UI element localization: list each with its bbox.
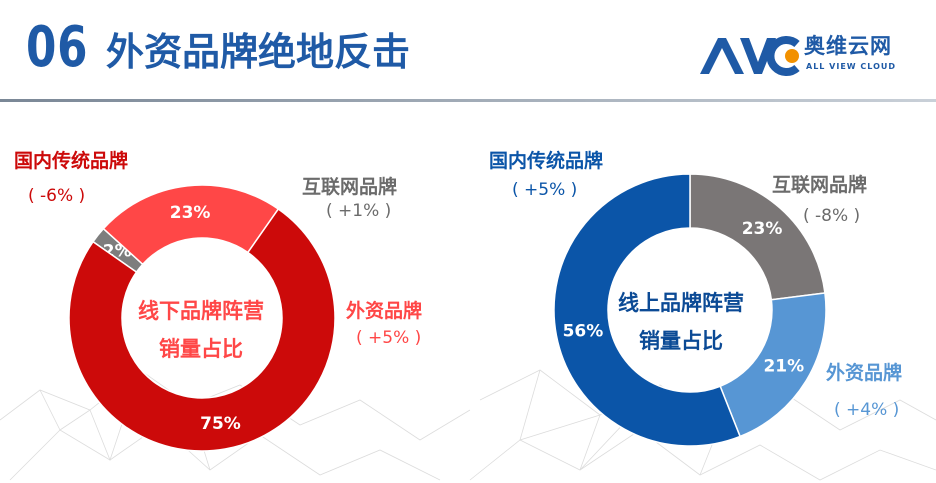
offline-internet-label: 互联网品牌 xyxy=(302,176,398,198)
online-domestic-change: ( +5% ) xyxy=(512,180,578,200)
offline-domestic-label: 国内传统品牌 xyxy=(14,150,129,172)
offline-internet-change: ( +1% ) xyxy=(326,201,392,221)
online-slice-0-value-label: 23% xyxy=(742,219,783,239)
online-slice-0 xyxy=(689,173,826,301)
online-slice-1-value-label: 21% xyxy=(763,356,804,376)
offline-foreign-change: ( +5% ) xyxy=(356,328,422,348)
online-internet-change: ( -8% ) xyxy=(803,206,861,226)
online-center-line1: 线上品牌阵营 xyxy=(618,291,744,315)
avc-logo: 奥维云网 ALL VIEW CLOUD xyxy=(694,26,924,86)
offline-slice-2 xyxy=(68,208,336,452)
offline-slice-1-value-label: 23% xyxy=(170,203,211,223)
online-slice-2-value-label: 56% xyxy=(563,321,604,341)
offline-center-line1: 线下品牌阵营 xyxy=(138,299,264,323)
online-foreign-change: ( +4% ) xyxy=(834,400,900,420)
avc-logo-mark xyxy=(700,36,800,76)
header-divider xyxy=(0,99,936,102)
offline-center-line2: 销量占比 xyxy=(159,337,243,361)
online-slice-2 xyxy=(553,173,742,447)
offline-slice-2-value-label: 75% xyxy=(200,414,241,434)
online-domestic-label: 国内传统品牌 xyxy=(489,150,604,172)
logo-chinese-name: 奥维云网 xyxy=(804,34,892,58)
online-foreign-label: 外资品牌 xyxy=(826,362,903,384)
section-number: 06 xyxy=(26,15,89,80)
offline-center-label: 线下品牌阵营 销量占比 xyxy=(126,292,276,368)
logo-english-name: ALL VIEW CLOUD xyxy=(806,62,897,71)
page-title: 外资品牌绝地反击 xyxy=(106,30,411,74)
offline-foreign-label: 外资品牌 xyxy=(346,300,423,322)
offline-domestic-change: ( -6% ) xyxy=(28,186,86,206)
page-header: 06 外资品牌绝地反击 奥维云网 ALL VIEW CLOUD xyxy=(0,0,936,102)
online-internet-label: 互联网品牌 xyxy=(772,174,868,196)
online-center-label: 线上品牌阵营 销量占比 xyxy=(606,284,756,360)
online-center-line2: 销量占比 xyxy=(639,329,723,353)
